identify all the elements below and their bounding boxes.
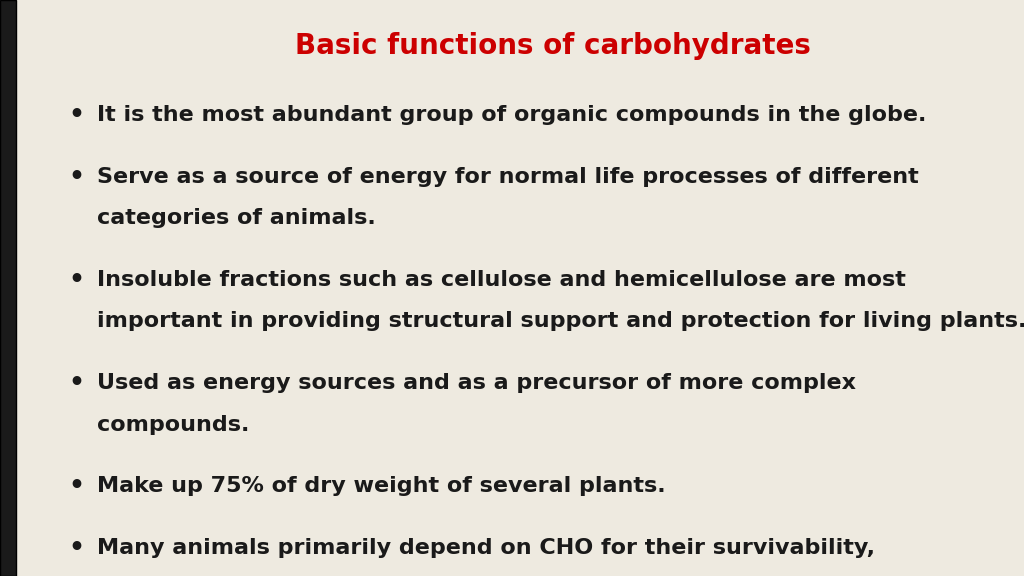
Text: It is the most abundant group of organic compounds in the globe.: It is the most abundant group of organic… [97,105,927,125]
Text: •: • [69,536,85,560]
Text: Serve as a source of energy for normal life processes of different: Serve as a source of energy for normal l… [97,167,919,187]
Text: •: • [69,268,85,292]
FancyBboxPatch shape [0,0,16,576]
Text: Used as energy sources and as a precursor of more complex: Used as energy sources and as a precurso… [97,373,856,393]
Text: Basic functions of carbohydrates: Basic functions of carbohydrates [295,32,811,60]
Text: important in providing structural support and protection for living plants.: important in providing structural suppor… [97,312,1024,331]
Text: Make up 75% of dry weight of several plants.: Make up 75% of dry weight of several pla… [97,476,666,496]
Text: •: • [69,474,85,498]
Text: •: • [69,103,85,127]
Text: •: • [69,371,85,395]
Text: categories of animals.: categories of animals. [97,209,376,228]
Text: compounds.: compounds. [97,415,250,434]
Text: •: • [69,165,85,189]
Text: Many animals primarily depend on CHO for their survivability,: Many animals primarily depend on CHO for… [97,538,876,558]
Text: Insoluble fractions such as cellulose and hemicellulose are most: Insoluble fractions such as cellulose an… [97,270,906,290]
